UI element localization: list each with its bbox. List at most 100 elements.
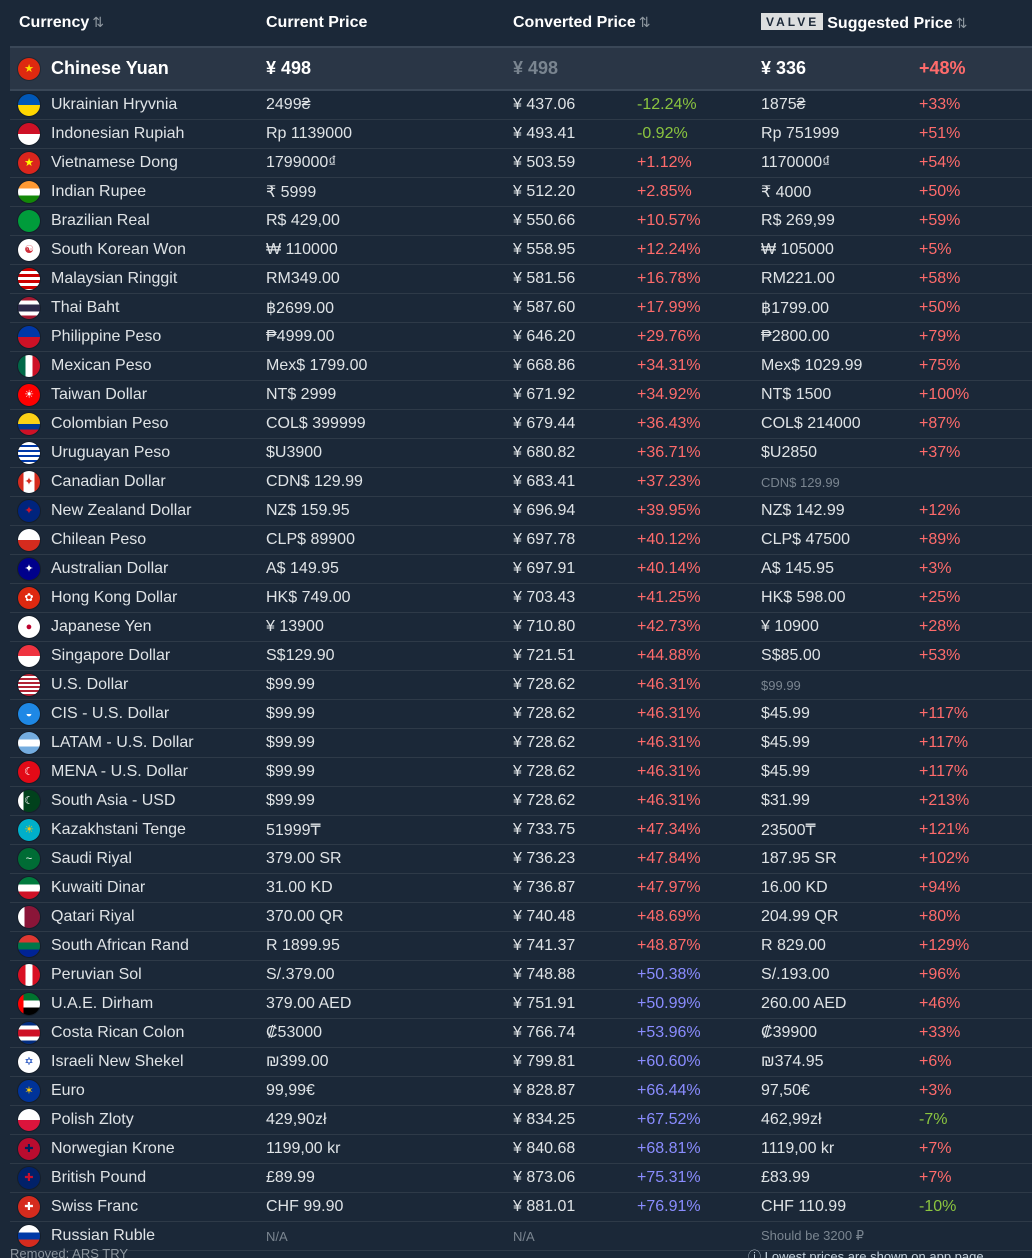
tw-flag-icon: ☀	[18, 384, 40, 406]
za-flag-icon	[18, 935, 40, 957]
currency-cell: ✦ Canadian Dollar	[10, 467, 257, 497]
currency-cell: South African Rand	[10, 931, 257, 961]
currency-name: Brazilian Real	[51, 212, 150, 229]
currency-name: CIS - U.S. Dollar	[51, 705, 170, 722]
suggested-price-column-header[interactable]: VALVE Suggested Price ⇅	[752, 0, 1032, 48]
footer: Removed: ARS TRY ⓘ Lowest prices are sho…	[10, 1246, 1032, 1258]
converted-diff: +66.44%	[628, 1076, 753, 1106]
currency-cell: ✡ Israeli New Shekel	[10, 1047, 257, 1077]
current-price: HK$ 749.00	[257, 583, 504, 613]
current-price: ¥ 13900	[257, 612, 504, 642]
converted-price: ¥ 834.25	[504, 1105, 628, 1135]
table-row: Philippine Peso ₱4999.00 ¥ 646.20 +29.76% ₱2…	[10, 322, 1032, 352]
converted-price: ¥ 696.94	[504, 496, 628, 526]
current-price: ₹ 5999	[257, 177, 504, 207]
converted-price: ¥ 581.56	[504, 264, 628, 294]
current-price: NZ$ 159.95	[257, 496, 504, 526]
table-row: ✦ Australian Dollar A$ 149.95 ¥ 697.91 +40.1…	[10, 554, 1032, 584]
suggested-diff: +37%	[910, 438, 1032, 468]
suggested-price: 260.00 AED	[752, 989, 911, 1019]
kz-flag-icon: ☀	[18, 819, 40, 841]
table-row: Ukrainian Hryvnia 2499₴ ¥ 437.06 -12.24% 187…	[10, 90, 1032, 120]
converted-price: ¥ 873.06	[504, 1163, 628, 1193]
suggested-price: ₹ 4000	[752, 177, 911, 207]
currency-column-header[interactable]: Currency ⇅	[10, 0, 257, 48]
suggested-price: CHF 110.99	[752, 1192, 911, 1222]
table-row: Colombian Peso COL$ 399999 ¥ 679.44 +36.43%…	[10, 409, 1032, 439]
currency-name: Norwegian Krone	[51, 1140, 175, 1157]
suggested-price: S/.193.00	[752, 960, 911, 990]
current-price: Mex$ 1799.00	[257, 351, 504, 381]
currency-cell: Ukrainian Hryvnia	[10, 90, 257, 120]
converted-price: ¥ 512.20	[504, 177, 628, 207]
currency-cell: Polish Zloty	[10, 1105, 257, 1135]
sort-icon[interactable]: ⇅	[92, 14, 104, 30]
suggested-price: ₩ 105000	[752, 235, 911, 265]
suggested-price: HK$ 598.00	[752, 583, 911, 613]
converted-price: ¥ 680.82	[504, 438, 628, 468]
gb-flag-icon: ✚	[18, 1167, 40, 1189]
currency-name: Singapore Dollar	[51, 647, 171, 664]
currency-name: Malaysian Ringgit	[51, 270, 178, 287]
currency-cell: Chilean Peso	[10, 525, 257, 555]
converted-diff: +41.25%	[628, 583, 753, 613]
currency-cell: ✦ Australian Dollar	[10, 554, 257, 584]
currency-name: New Zealand Dollar	[51, 502, 192, 519]
in-flag-icon	[18, 181, 40, 203]
currency-name: Thai Baht	[51, 299, 120, 316]
currency-cell: ✚ Swiss Franc	[10, 1192, 257, 1222]
converted-price: ¥ 751.91	[504, 989, 628, 1019]
table-row: ☀ Taiwan Dollar NT$ 2999 ¥ 671.92 +34.92% NT$…	[10, 380, 1032, 410]
converted-price-column-header[interactable]: Converted Price ⇅	[504, 0, 753, 48]
converted-price: ¥ 766.74	[504, 1018, 628, 1048]
table-row: Singapore Dollar S$129.90 ¥ 721.51 +44.88% S…	[10, 641, 1032, 671]
converted-price: ¥ 840.68	[504, 1134, 628, 1164]
converted-diff: +37.23%	[628, 467, 753, 497]
converted-price: ¥ 679.44	[504, 409, 628, 439]
suggested-price: ₡39900	[752, 1018, 911, 1048]
sort-icon[interactable]: ⇅	[638, 14, 651, 30]
base-currency-cell: ★ Chinese Yuan	[10, 46, 257, 91]
converted-diff: +16.78%	[628, 264, 753, 294]
table-row: U.A.E. Dirham 379.00 AED ¥ 751.91 +50.99% 26…	[10, 989, 1032, 1019]
current-price: Rp 1139000	[257, 119, 504, 149]
current-price-column-header: Current Price	[257, 0, 504, 48]
pl-flag-icon	[18, 1109, 40, 1131]
sort-icon[interactable]: ⇅	[955, 15, 968, 31]
suggested-price: ฿1799.00	[752, 293, 911, 323]
currency-cell: Russian Ruble	[10, 1221, 257, 1251]
converted-price: ¥ 736.87	[504, 873, 628, 903]
suggested-price: 462,99zł	[752, 1105, 911, 1135]
base-current-price: ¥ 498	[257, 46, 504, 91]
converted-price: ¥ 828.87	[504, 1076, 628, 1106]
suggested-diff: +102%	[910, 844, 1032, 874]
suggested-price: 1170000₫	[752, 148, 911, 178]
current-price: NT$ 2999	[257, 380, 504, 410]
table-row: ✚ Norwegian Krone 1199,00 kr ¥ 840.68 +68.81…	[10, 1134, 1032, 1164]
current-price: CHF 99.90	[257, 1192, 504, 1222]
suggested-diff: -7%	[910, 1105, 1032, 1135]
suggested-price: $U2850	[752, 438, 911, 468]
converted-price: ¥ 550.66	[504, 206, 628, 236]
currency-name: Colombian Peso	[51, 415, 169, 432]
table-row: ✦ Canadian Dollar CDN$ 129.99 ¥ 683.41 +37.2…	[10, 467, 1032, 497]
currency-cell: Indian Rupee	[10, 177, 257, 207]
converted-diff: -0.92%	[628, 119, 753, 149]
suggested-price: R 829.00	[752, 931, 911, 961]
jp-flag-icon: ●	[18, 616, 40, 638]
table-row: Polish Zloty 429,90zł ¥ 834.25 +67.52% 462,9…	[10, 1105, 1032, 1135]
table-row: Thai Baht ฿2699.00 ¥ 587.60 +17.99% ฿1799.00…	[10, 293, 1032, 323]
suggested-diff: +117%	[910, 728, 1032, 758]
converted-diff: +46.31%	[628, 757, 753, 787]
converted-diff: +17.99%	[628, 293, 753, 323]
suggested-diff: +58%	[910, 264, 1032, 294]
table-row: Mexican Peso Mex$ 1799.00 ¥ 668.86 +34.31% M…	[10, 351, 1032, 381]
suggested-diff: +129%	[910, 931, 1032, 961]
currency-name: Philippine Peso	[51, 328, 162, 345]
currency-name: Indonesian Rupiah	[51, 125, 185, 142]
current-price: 51999₸	[257, 815, 504, 845]
eu-flag-icon: ✶	[18, 1080, 40, 1102]
suggested-diff	[910, 1221, 1032, 1251]
currency-cell: ☾ South Asia - USD	[10, 786, 257, 816]
currency-name: Canadian Dollar	[51, 473, 166, 490]
